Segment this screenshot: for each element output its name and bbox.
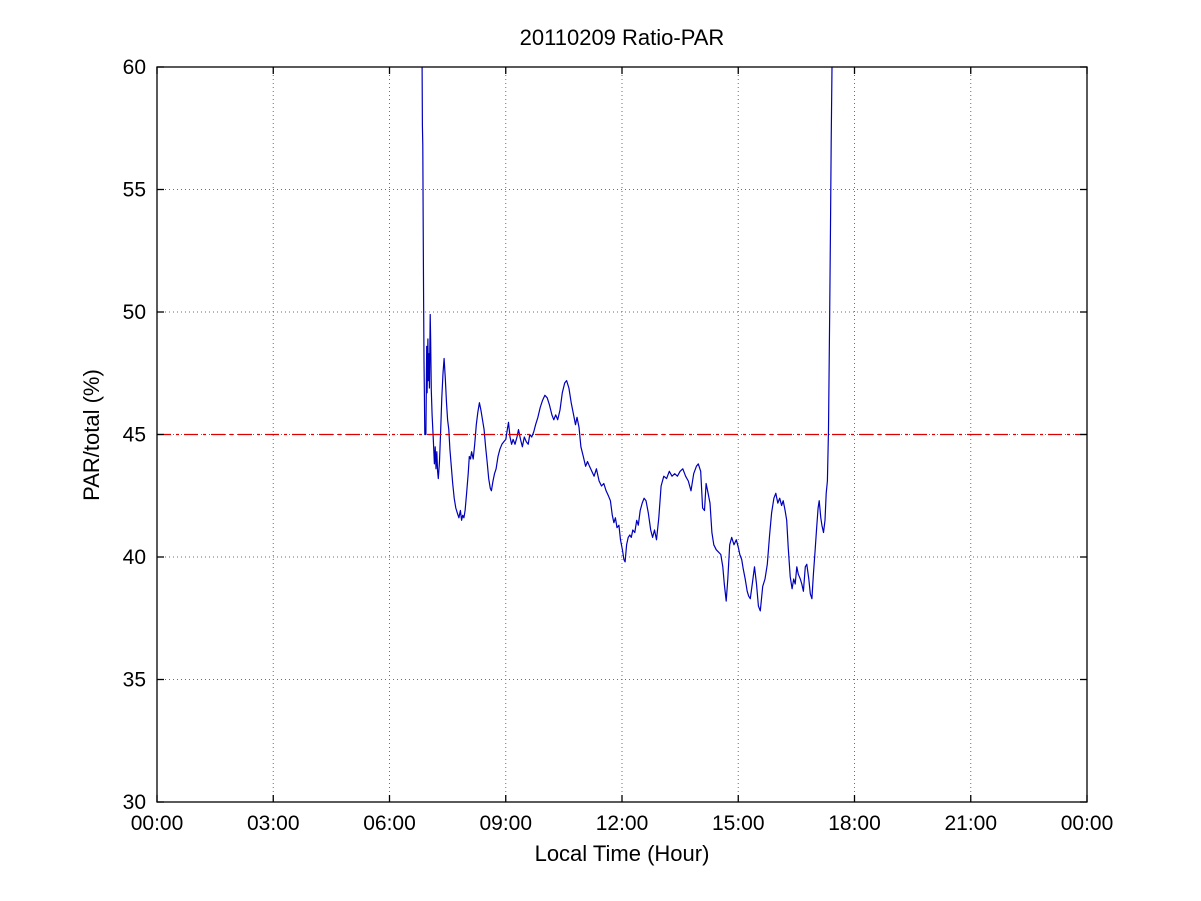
y-tick-label: 35 [123,669,146,692]
series-layer [157,66,1087,612]
x-axis-label: Local Time (Hour) [535,841,710,866]
chart-title: 20110209 Ratio-PAR [520,25,725,50]
x-tick-label: 00:00 [131,812,184,835]
x-tick-label: 00:00 [1061,812,1114,835]
x-tick-label: 21:00 [944,812,997,835]
y-tick-label: 55 [123,179,146,202]
x-tick-label: 15:00 [712,812,765,835]
data-series-par-total-ratio [421,66,833,612]
y-tick-label: 60 [123,56,146,79]
x-tick-label: 03:00 [247,812,300,835]
x-tick-label: 18:00 [828,812,881,835]
y-tick-label: 40 [123,546,146,569]
y-tick-label: 30 [123,791,146,814]
tick-label-layer: 00:00 03:00 06:00 09:00 12:00 15:00 18:00 21:00… [123,56,1114,835]
y-tick-label: 50 [123,301,146,324]
y-tick-label: 45 [123,424,146,447]
x-tick-label: 06:00 [363,812,416,835]
y-axis-label: PAR/total (%) [79,369,104,501]
x-tick-label: 09:00 [479,812,532,835]
axes-frame-layer [156,66,1088,803]
x-tick-label: 12:00 [596,812,649,835]
